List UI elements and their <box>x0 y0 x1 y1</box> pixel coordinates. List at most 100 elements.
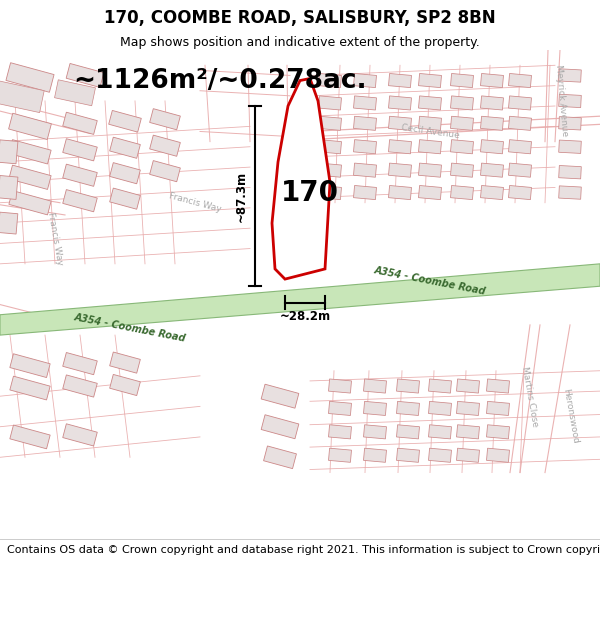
Polygon shape <box>0 79 44 112</box>
Polygon shape <box>389 74 412 88</box>
Text: Map shows position and indicative extent of the property.: Map shows position and indicative extent… <box>120 36 480 49</box>
Polygon shape <box>109 111 142 132</box>
Polygon shape <box>509 116 532 131</box>
Polygon shape <box>319 96 341 110</box>
Polygon shape <box>428 448 451 462</box>
Polygon shape <box>9 165 51 189</box>
Polygon shape <box>63 352 97 375</box>
Polygon shape <box>364 401 386 416</box>
Text: 170, COOMBE ROAD, SALISBURY, SP2 8BN: 170, COOMBE ROAD, SALISBURY, SP2 8BN <box>104 9 496 27</box>
Polygon shape <box>319 74 341 88</box>
Polygon shape <box>364 379 386 393</box>
Polygon shape <box>397 448 419 462</box>
Polygon shape <box>8 113 52 139</box>
Polygon shape <box>451 74 473 88</box>
Polygon shape <box>509 139 532 154</box>
Polygon shape <box>397 379 419 393</box>
Polygon shape <box>63 164 97 186</box>
Polygon shape <box>451 116 473 131</box>
Polygon shape <box>353 74 376 88</box>
Polygon shape <box>389 116 412 131</box>
Polygon shape <box>110 188 140 209</box>
Polygon shape <box>63 139 97 161</box>
Polygon shape <box>0 212 18 234</box>
Polygon shape <box>559 94 581 108</box>
Polygon shape <box>419 116 442 131</box>
Polygon shape <box>110 137 140 158</box>
Polygon shape <box>353 163 376 177</box>
Polygon shape <box>487 401 509 416</box>
Polygon shape <box>353 139 376 154</box>
Polygon shape <box>10 425 50 449</box>
Polygon shape <box>457 448 479 462</box>
Polygon shape <box>389 96 412 110</box>
Polygon shape <box>63 424 97 446</box>
Polygon shape <box>0 264 600 335</box>
Text: A354 - Coombe Road: A354 - Coombe Road <box>73 312 187 344</box>
Polygon shape <box>419 163 442 177</box>
Polygon shape <box>263 446 296 469</box>
Polygon shape <box>559 140 581 153</box>
Polygon shape <box>66 64 104 88</box>
Polygon shape <box>457 425 479 439</box>
Polygon shape <box>559 69 581 82</box>
Text: Martins Close: Martins Close <box>520 366 540 427</box>
Polygon shape <box>329 425 352 439</box>
Polygon shape <box>319 163 341 177</box>
Text: 170: 170 <box>281 179 339 206</box>
Polygon shape <box>481 139 503 154</box>
Polygon shape <box>451 186 473 199</box>
Text: Francis Way: Francis Way <box>46 211 64 266</box>
Polygon shape <box>559 166 581 179</box>
Polygon shape <box>481 116 503 131</box>
Polygon shape <box>319 186 341 199</box>
Polygon shape <box>9 139 51 164</box>
Polygon shape <box>149 109 181 130</box>
Polygon shape <box>389 186 412 199</box>
Polygon shape <box>149 161 181 182</box>
Polygon shape <box>481 163 503 177</box>
Polygon shape <box>10 376 50 400</box>
Polygon shape <box>509 96 532 110</box>
Polygon shape <box>509 163 532 177</box>
Polygon shape <box>63 112 97 134</box>
Text: ~28.2m: ~28.2m <box>280 310 331 323</box>
Polygon shape <box>487 425 509 439</box>
Text: Francis Way: Francis Way <box>168 191 222 214</box>
Polygon shape <box>353 96 376 110</box>
Polygon shape <box>272 79 330 279</box>
Polygon shape <box>481 186 503 199</box>
Polygon shape <box>559 186 581 199</box>
Polygon shape <box>364 425 386 439</box>
Polygon shape <box>389 163 412 177</box>
Polygon shape <box>63 375 97 397</box>
Text: Meyrick Avenue: Meyrick Avenue <box>554 64 569 137</box>
Polygon shape <box>509 74 532 88</box>
Polygon shape <box>559 117 581 130</box>
Polygon shape <box>428 379 451 393</box>
Polygon shape <box>110 352 140 373</box>
Polygon shape <box>261 384 299 408</box>
Polygon shape <box>319 116 341 131</box>
Polygon shape <box>451 139 473 154</box>
Polygon shape <box>9 191 51 215</box>
Polygon shape <box>419 186 442 199</box>
Polygon shape <box>329 379 352 393</box>
Polygon shape <box>6 62 54 92</box>
Polygon shape <box>481 96 503 110</box>
Polygon shape <box>329 448 352 462</box>
Polygon shape <box>451 163 473 177</box>
Polygon shape <box>457 401 479 416</box>
Polygon shape <box>364 448 386 462</box>
Polygon shape <box>329 401 352 416</box>
Polygon shape <box>55 80 95 106</box>
Polygon shape <box>419 74 442 88</box>
Polygon shape <box>481 74 503 88</box>
Polygon shape <box>353 116 376 131</box>
Polygon shape <box>0 140 18 164</box>
Polygon shape <box>509 186 532 199</box>
Polygon shape <box>319 139 341 154</box>
Text: A354 - Coombe Road: A354 - Coombe Road <box>373 266 487 297</box>
Polygon shape <box>389 139 412 154</box>
Text: Contains OS data © Crown copyright and database right 2021. This information is : Contains OS data © Crown copyright and d… <box>7 545 600 555</box>
